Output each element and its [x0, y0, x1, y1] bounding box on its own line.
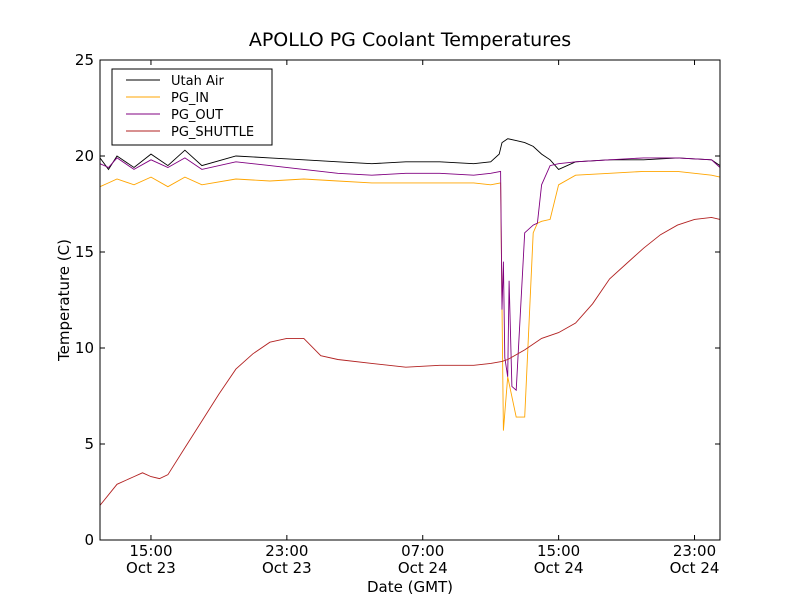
y-tick-label: 0 [84, 531, 94, 549]
y-axis-label: Temperature (C) [55, 239, 73, 362]
x-tick-label-date: Oct 24 [534, 559, 584, 577]
x-tick-label-time: 07:00 [401, 542, 444, 560]
series-line-pg-out [99, 157, 721, 392]
legend: Utah Air PG_IN PG_OUT PG_SHUTTLE [111, 68, 273, 146]
x-tick-label-time: 15:00 [537, 542, 580, 560]
x-tick-label-time: 23:00 [673, 542, 716, 560]
legend-label: PG_IN [171, 91, 209, 106]
y-tick-label: 5 [84, 435, 94, 453]
x-axis-label: Date (GMT) [367, 578, 453, 596]
y-tick-label: 15 [75, 243, 94, 261]
x-tick-label-time: 23:00 [265, 542, 308, 560]
y-tick-label: 25 [75, 51, 94, 69]
axes-frame [99, 59, 721, 541]
y-tick-label: 10 [75, 339, 94, 357]
legend-label: PG_SHUTTLE [171, 125, 254, 140]
series-line-pg-shuttle [99, 216, 721, 506]
x-tick-label-date: Oct 23 [262, 559, 312, 577]
chart-title: APOLLO PG Coolant Temperatures [249, 29, 571, 51]
legend-label: PG_OUT [171, 108, 223, 123]
x-tick-label-date: Oct 24 [398, 559, 448, 577]
legend-label: Utah Air [171, 74, 224, 89]
series-line-pg-in [99, 170, 721, 431]
legend-box [111, 68, 273, 146]
y-tick-label: 20 [75, 147, 94, 165]
x-tick-label-date: Oct 24 [670, 559, 720, 577]
series-layer [99, 138, 721, 506]
x-tick-label-time: 15:00 [129, 542, 172, 560]
x-tick-label-date: Oct 23 [126, 559, 176, 577]
series-line-utah-air [99, 138, 721, 171]
